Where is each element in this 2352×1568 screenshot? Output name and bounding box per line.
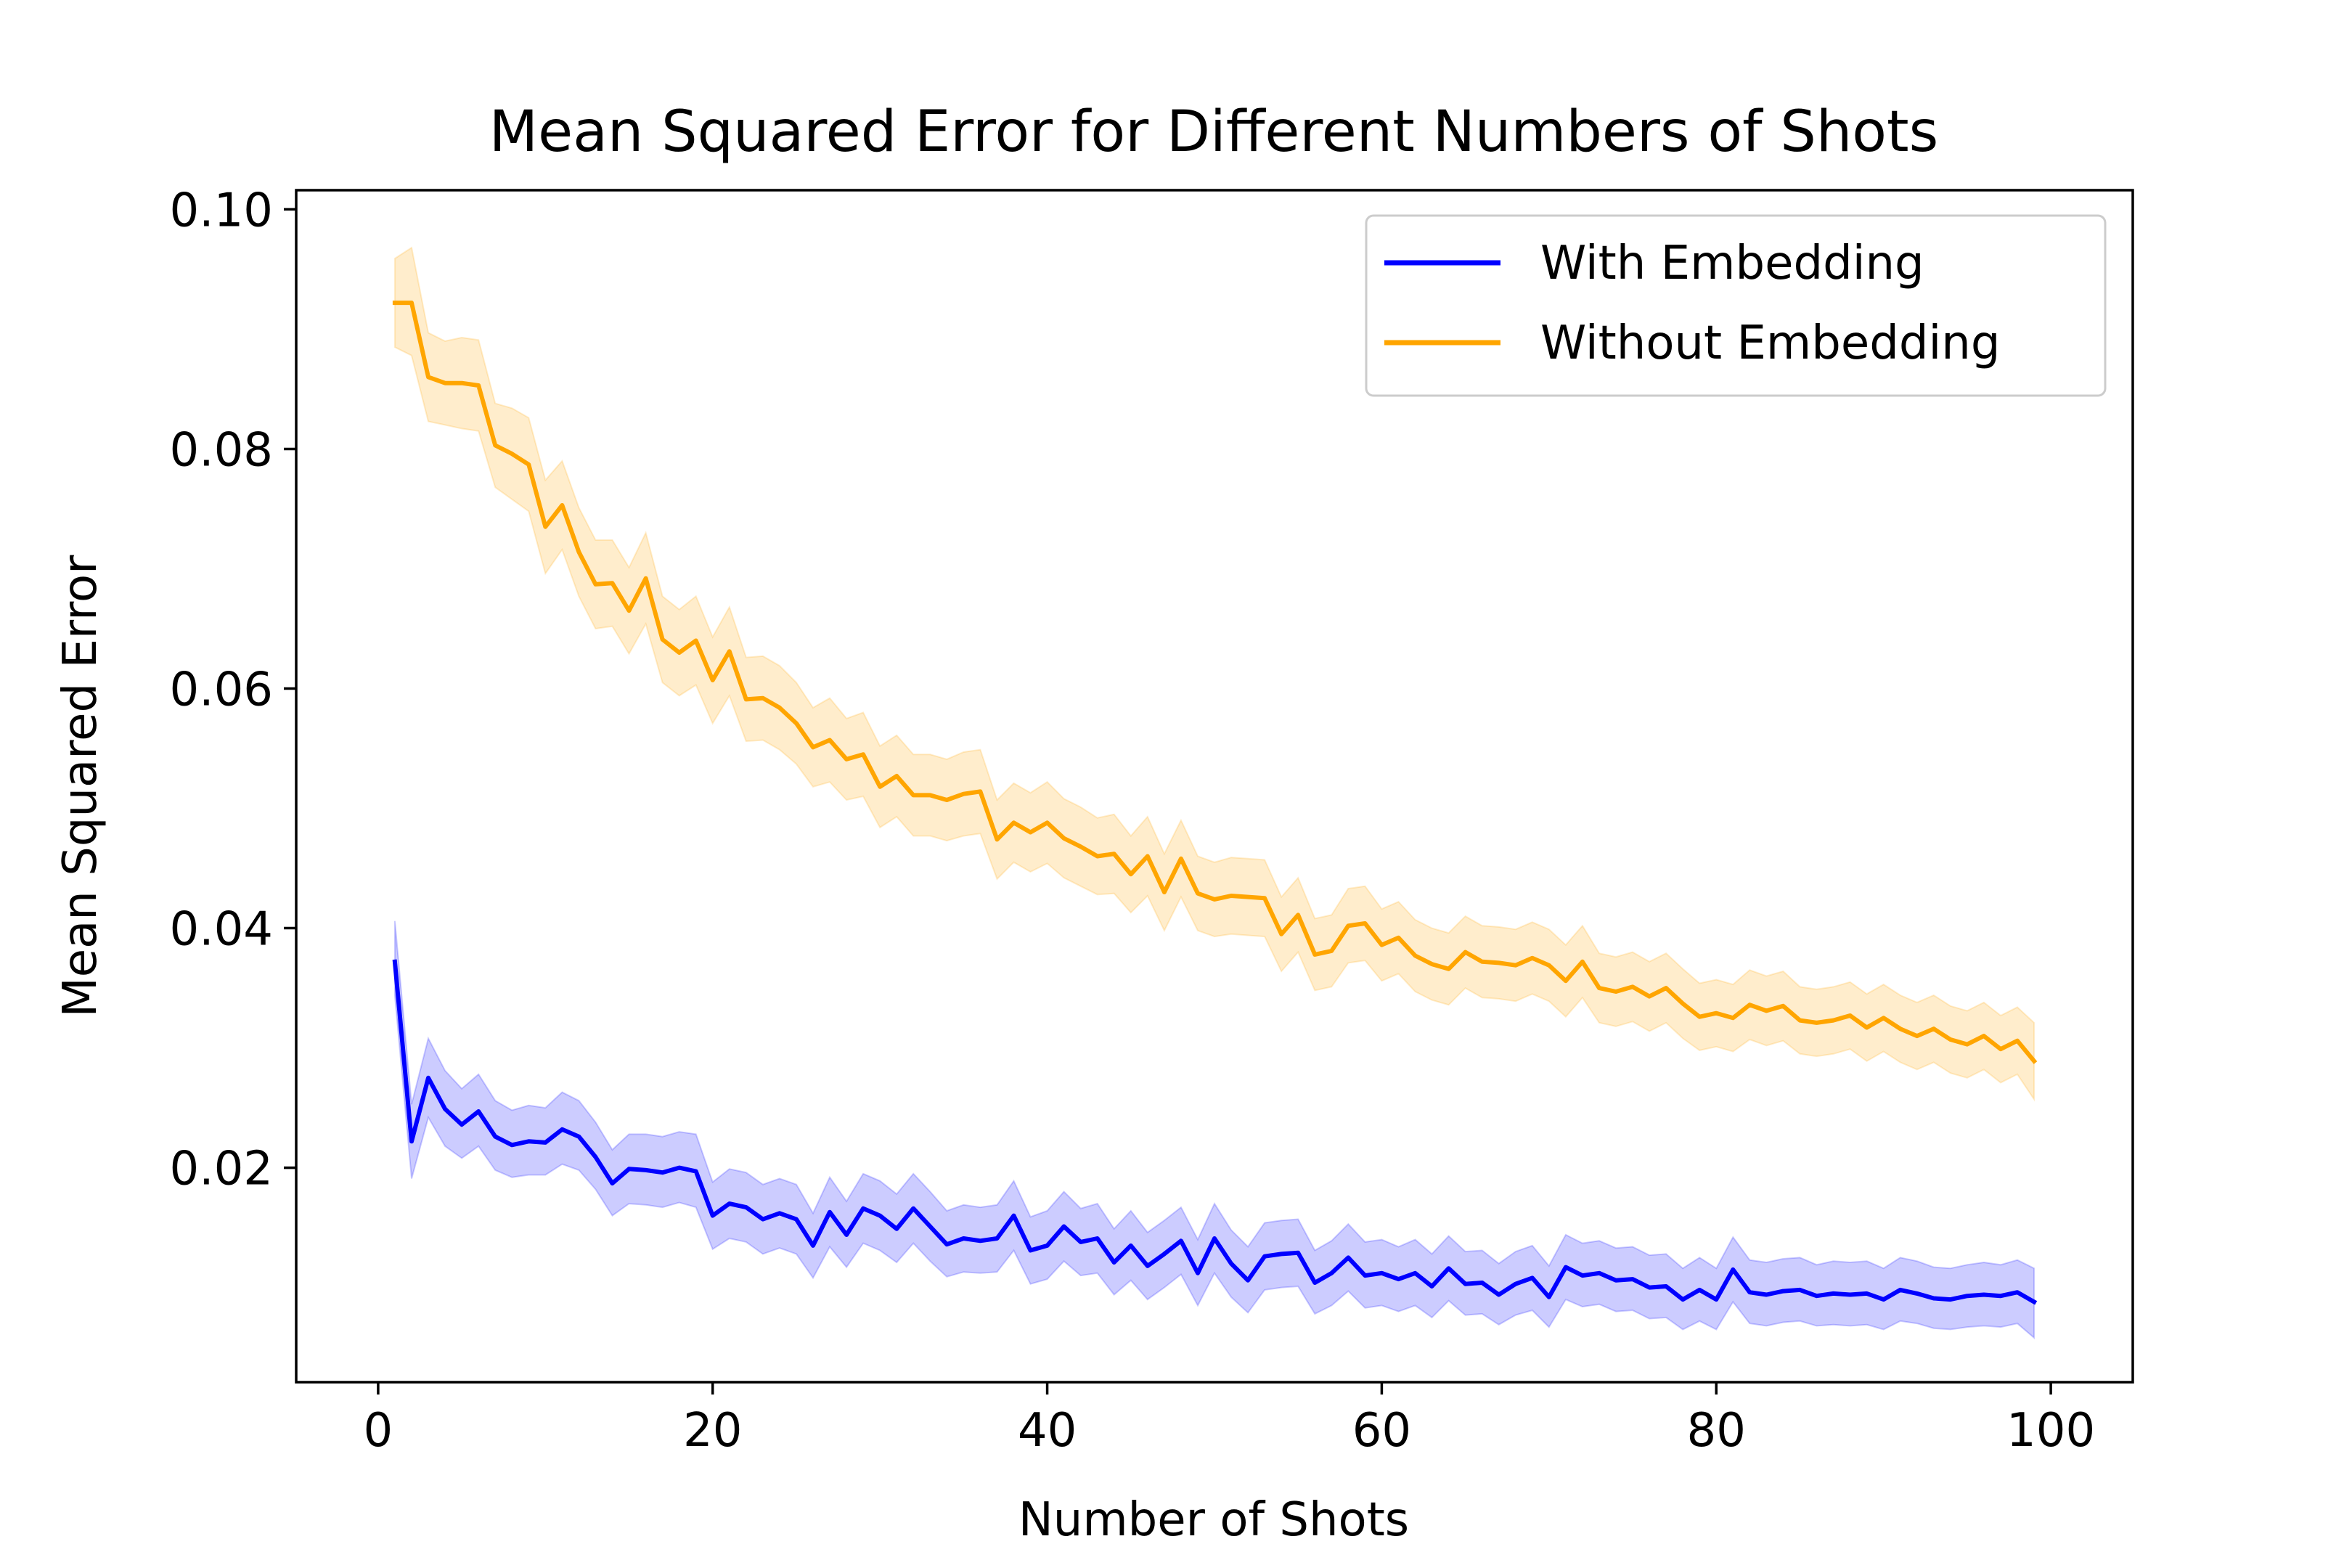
y-tick-label: 0.02	[170, 1143, 274, 1196]
band-without-embedding	[393, 246, 2035, 1102]
y-tick-label: 0.06	[170, 663, 274, 717]
y-tick-label: 0.10	[170, 184, 274, 237]
x-tick-label: 0	[364, 1404, 393, 1458]
x-tick-label: 80	[1687, 1404, 1746, 1458]
line-without-embedding	[392, 301, 2038, 1064]
y-tick-label: 0.08	[170, 423, 274, 477]
legend-label-without-embedding: Without Embedding	[1540, 317, 2000, 370]
chart-title: Mean Squared Error for Different Numbers…	[489, 99, 1938, 165]
x-axis-ticks: 0 20 40 60 80 100	[364, 1382, 2095, 1458]
legend-box	[1365, 214, 2107, 397]
x-tick-label: 60	[1352, 1404, 1411, 1458]
x-axis-label: Number of Shots	[1018, 1493, 1409, 1547]
line-with-embedding	[392, 959, 2038, 1305]
y-tick-label: 0.04	[170, 903, 274, 957]
plot-frame	[295, 189, 2134, 1384]
x-tick-label: 100	[2006, 1404, 2095, 1458]
y-axis-label: Mean Squared Error	[54, 555, 107, 1018]
y-axis-ticks: 0.02 0.04 0.06 0.08 0.10	[170, 184, 296, 1196]
legend-label-with-embedding: With Embedding	[1540, 237, 1924, 290]
legend: With Embedding Without Embedding	[1365, 214, 2107, 397]
x-tick-label: 40	[1018, 1404, 1077, 1458]
x-tick-label: 20	[683, 1404, 742, 1458]
series-lines	[392, 301, 2038, 1305]
